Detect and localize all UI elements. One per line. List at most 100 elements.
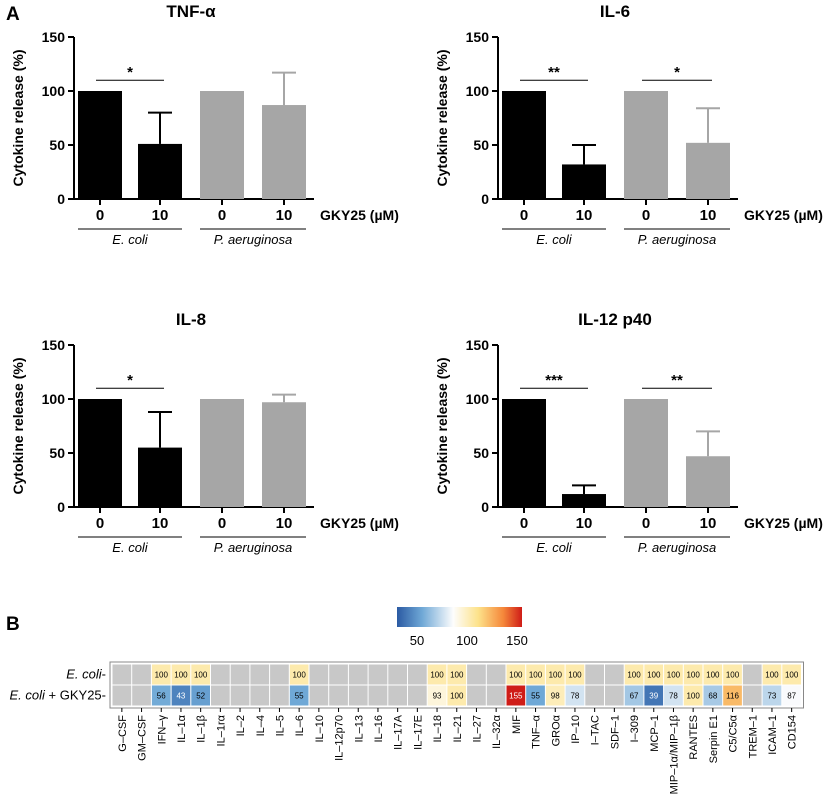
- heatmap-cell-value: 100: [627, 671, 641, 680]
- heatmap-cell-value: 98: [551, 692, 560, 701]
- heatmap-cell: [112, 664, 132, 685]
- heatmap-cell-value: 55: [295, 692, 304, 701]
- heatmap-col-label: ICAM–1: [767, 715, 779, 755]
- heatmap-cell: [742, 685, 762, 706]
- heatmap-cell: [526, 685, 545, 706]
- x-unit-label: GKY25 (µM): [320, 207, 399, 223]
- group-label: P. aeruginosa: [214, 540, 293, 555]
- heatmap-cell-value: 100: [706, 671, 720, 680]
- heatmap-col-label: I–309: [629, 715, 641, 743]
- heatmap-col-label: IL–1α: [176, 714, 188, 742]
- y-tick-label: 100: [42, 391, 66, 407]
- group-label: E. coli: [112, 540, 149, 555]
- row-label-suffix: + GKY25: [45, 688, 102, 703]
- heatmap-cell-value: 100: [647, 671, 661, 680]
- heatmap-col-label: MIF: [511, 715, 523, 734]
- heatmap-cell-value: 100: [549, 671, 563, 680]
- heatmap-cell-value: 100: [155, 671, 169, 680]
- heatmap-col-label: IL–5: [274, 715, 286, 736]
- colorbar-tick-label: 50: [410, 633, 424, 648]
- x-tick-label: 0: [96, 207, 104, 224]
- heatmap-col-label: IL–10: [314, 715, 326, 743]
- heatmap-col-label: IL–12p70: [334, 715, 346, 761]
- x-unit-label: GKY25 (µM): [744, 207, 823, 223]
- x-unit-label: GKY25 (µM): [744, 515, 823, 531]
- heatmap-cell-value: 100: [509, 671, 523, 680]
- heatmap-cell-value: 116: [726, 692, 739, 701]
- x-tick-label: 10: [276, 207, 293, 224]
- heatmap-col-label: IL–21: [452, 715, 464, 743]
- x-tick-label: 0: [218, 207, 226, 224]
- heatmap-col-label: IL–4: [255, 715, 267, 736]
- y-tick-label: 50: [49, 445, 65, 461]
- heatmap-col-label: IP–10: [570, 715, 582, 744]
- chart-title: IL-12 p40: [578, 310, 652, 329]
- heatmap-cell: [171, 685, 191, 706]
- heatmap-cell: [408, 664, 427, 685]
- row-label-italic: E. coli: [66, 667, 103, 682]
- heatmap-col-label: IL–32α: [491, 714, 503, 749]
- heatmap-cell-value: 78: [570, 692, 579, 701]
- significance-label: ***: [545, 372, 563, 389]
- heatmap-col-label: Serpin E1: [708, 715, 720, 763]
- heatmap-cell: [270, 664, 289, 685]
- x-tick-label: 10: [152, 207, 169, 224]
- heatmap-cell: [605, 685, 624, 706]
- colorbar: [397, 607, 522, 627]
- heatmap-cell: [112, 685, 132, 706]
- y-tick-label: 100: [466, 83, 490, 99]
- group-label: E. coli: [536, 540, 573, 555]
- heatmap-cell-value: 43: [176, 692, 185, 701]
- heatmap-cell: [742, 664, 762, 685]
- heatmap-cell: [545, 664, 565, 685]
- x-tick-label: 0: [218, 515, 226, 532]
- heatmap-cell-value: 68: [708, 692, 717, 701]
- heatmap-col-label: IL–1β: [196, 715, 208, 743]
- bar: [686, 142, 730, 199]
- heatmap-cell: [191, 664, 210, 685]
- heatmap-cell-value: 56: [157, 692, 166, 701]
- group-label: P. aeruginosa: [638, 540, 717, 555]
- heatmap-cell: [545, 685, 565, 706]
- group-label: P. aeruginosa: [214, 232, 293, 247]
- heatmap-cell: [486, 664, 506, 685]
- heatmap-cell: [250, 685, 270, 706]
- chart-title: IL-6: [600, 2, 630, 21]
- y-axis-label: Cytokine release (%): [10, 50, 26, 187]
- colorbar-tick-label: 150: [506, 633, 528, 648]
- significance-label: *: [674, 64, 680, 81]
- panel-b-label: B: [6, 614, 20, 635]
- bar: [200, 399, 244, 507]
- heatmap-cell: [782, 685, 801, 706]
- heatmap-cell: [762, 685, 782, 706]
- heatmap-cell: [447, 685, 467, 706]
- heatmap-cell: [408, 685, 427, 706]
- heatmap-cell-value: 67: [630, 692, 639, 701]
- heatmap-cell: [683, 664, 703, 685]
- x-tick-label: 10: [576, 207, 593, 224]
- heatmap-cell: [191, 685, 210, 706]
- heatmap-cell-value: 55: [531, 692, 540, 701]
- y-axis-label: Cytokine release (%): [434, 358, 450, 495]
- heatmap-cell: [427, 664, 447, 685]
- y-tick-label: 150: [42, 29, 66, 45]
- heatmap-cell-value: 100: [529, 671, 543, 680]
- heatmap-cell: [211, 664, 230, 685]
- bar: [78, 91, 122, 199]
- heatmap-cell-value: 100: [686, 692, 700, 701]
- heatmap-col-label: IL–17E: [412, 715, 424, 750]
- heatmap-cell: [151, 685, 171, 706]
- heatmap-body: E. coli- E. coli + GKY25- 100 100 100 100 100 1…: [10, 661, 804, 794]
- heatmap-cell: [624, 664, 644, 685]
- heatmap-row-label: E. coli + GKY25-: [10, 688, 106, 703]
- heatmap-cell: [151, 664, 171, 685]
- heatmap-col-label: IL–18: [432, 715, 444, 743]
- heatmap-col-label: TREM–1: [747, 715, 759, 758]
- heatmap-cell: [289, 664, 309, 685]
- heatmap-cell: [762, 664, 782, 685]
- heatmap-col-label: IL–17A: [393, 714, 405, 750]
- y-tick-label: 0: [57, 499, 65, 515]
